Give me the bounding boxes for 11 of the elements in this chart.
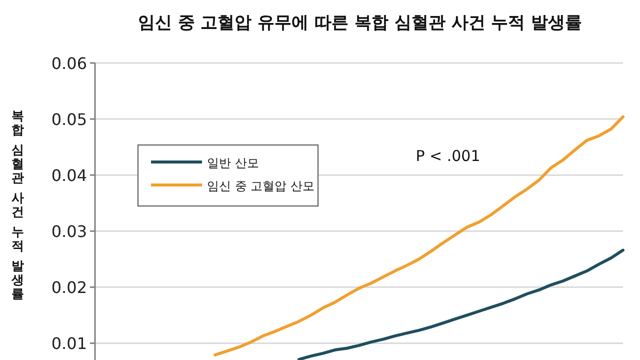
legend-label: 일반 산모 [207,156,259,170]
y-tick-label: 0.03 [51,222,87,242]
y-tick-label: 0.01 [51,334,87,354]
chart-title: 임신 중 고혈압 유무에 따른 복합 심혈관 사건 누적 발생률 [138,13,582,33]
y-tick-label: 0.02 [51,278,87,298]
annotation: P < .001 [416,147,480,165]
legend-label: 임신 중 고혈압 산모 [207,179,314,193]
y-tick-label: 0.05 [51,110,87,130]
y-tick-label: 0.06 [51,54,87,73]
y-tick-label: 0.04 [51,166,87,186]
text: 복합 심혈관 사건 누적 발생률 [12,108,24,301]
